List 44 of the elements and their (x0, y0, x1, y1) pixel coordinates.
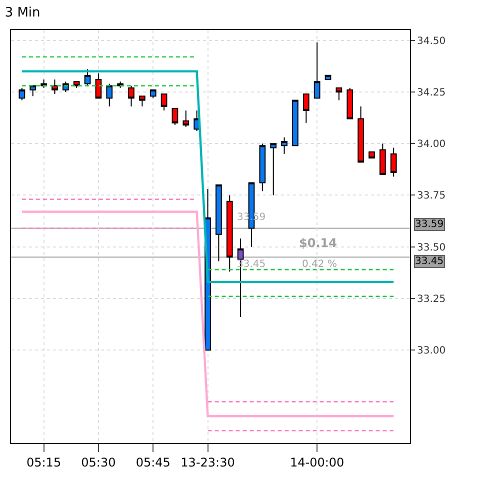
y-tick-label: 34.25 (417, 87, 446, 98)
candlestick (368, 151, 375, 159)
candlestick (302, 94, 310, 124)
y-tick-label: 33.50 (417, 242, 446, 254)
y-tick-label: 33.00 (417, 346, 446, 357)
candlestick (150, 89, 156, 99)
candlestick (270, 143, 277, 196)
candlestick (160, 94, 168, 112)
candlestick (379, 143, 386, 176)
candlestick (52, 79, 58, 95)
chart-title: 3 Min (4, 5, 40, 20)
candlestick (95, 72, 102, 99)
candlestick (182, 110, 190, 128)
candlestick (84, 68, 91, 86)
candlestick (139, 96, 146, 107)
candlestick (358, 106, 364, 163)
candlestick (216, 184, 222, 262)
x-tick-label: 13-23:30 (180, 455, 235, 470)
ref-line-label: 33.45 (415, 256, 444, 267)
annotation: $0.14 (299, 236, 337, 250)
candlestick (314, 42, 320, 99)
y-tick-label: 33.25 (417, 294, 446, 305)
candlestick (18, 87, 26, 101)
annotation: 0.42 % (302, 259, 337, 270)
candlestick (30, 85, 36, 97)
candlestick (172, 108, 178, 126)
y-tick-label: 34.50 (417, 36, 446, 47)
y-tick-label: 34.00 (417, 139, 446, 150)
x-tick-label: 14-00:00 (290, 455, 344, 470)
candlestick (128, 85, 134, 107)
x-tick-label: 05:30 (81, 455, 116, 470)
candlestick (390, 147, 397, 178)
x-tick-label: 05:15 (26, 455, 62, 470)
candlestick (292, 100, 298, 146)
ref-line-label: 33.59 (415, 219, 444, 230)
candlestick (281, 136, 288, 154)
candlestick (106, 83, 113, 107)
candlestick (346, 87, 354, 120)
candlestick (226, 194, 233, 272)
x-tick-label: 05:45 (136, 455, 170, 470)
candlestick (259, 143, 266, 192)
y-tick-label: 33.75 (417, 190, 446, 202)
candlestick (73, 81, 80, 88)
candlestick (336, 87, 342, 101)
